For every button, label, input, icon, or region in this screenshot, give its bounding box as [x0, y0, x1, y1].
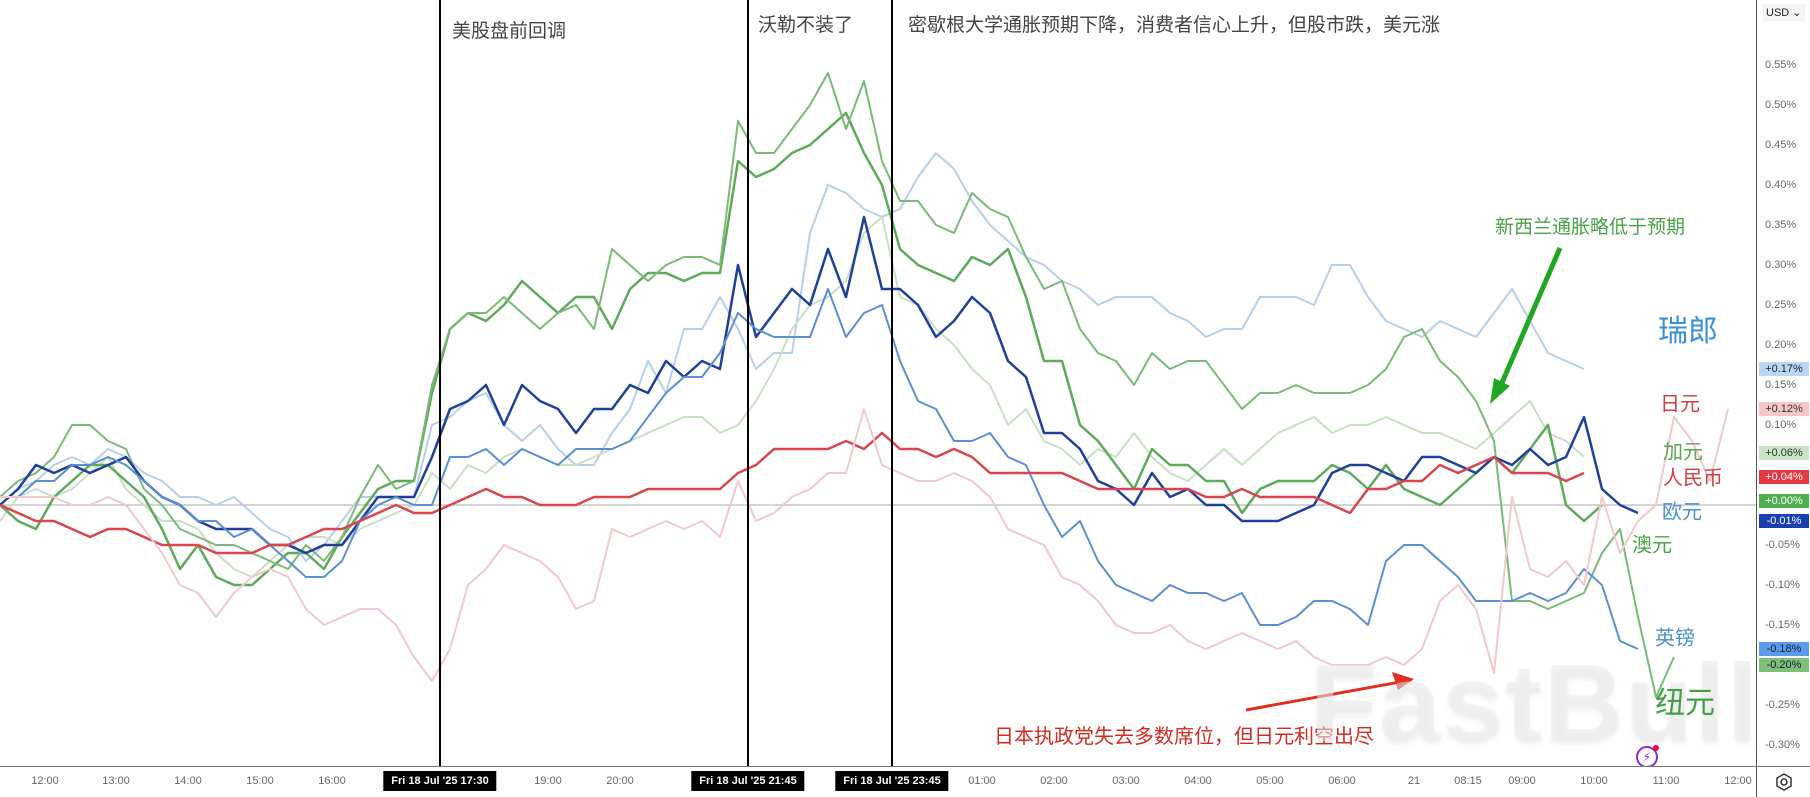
price-tick: 0.30% — [1765, 259, 1797, 271]
time-tick: 08:15 — [1454, 775, 1482, 787]
last-value-badge: +0.17% — [1759, 362, 1809, 376]
series-line[interactable] — [0, 288, 1639, 650]
time-tick: 03:00 — [1112, 775, 1140, 787]
last-value-badge: -0.18% — [1759, 642, 1809, 656]
currency-selector[interactable]: USD ⌄ — [1763, 4, 1805, 21]
nz-arrow-icon — [1490, 247, 1563, 404]
time-tick: 04:00 — [1184, 775, 1212, 787]
time-axis[interactable]: 12:00 13:00 14:00 15:00 16:00 19:00 20:00 01:00… — [0, 766, 1756, 797]
time-tick: 19:00 — [534, 775, 562, 787]
time-tick: 13:00 — [102, 775, 130, 787]
series-label: 瑞郎 — [1658, 315, 1718, 348]
series-label: 日元 — [1660, 393, 1700, 416]
annotation-nz-cpi: 新西兰通胀略低于预期 — [1495, 217, 1686, 238]
price-tick: 0.20% — [1765, 339, 1797, 351]
time-tick: 20:00 — [606, 775, 634, 787]
annotation-premarket: 美股盘前回调 — [452, 21, 567, 42]
crosshair-time-badge: Fri 18 Jul '25 17:30 — [383, 771, 497, 791]
series-line[interactable] — [0, 216, 1585, 578]
time-tick: 12:00 — [31, 775, 59, 787]
chart-plot-area[interactable]: 美股盘前回调 沃勒不装了 密歇根大学通胀预期下降，消费者信心上升，但股市跌，美元… — [0, 0, 1758, 768]
price-tick: 0.40% — [1765, 179, 1797, 191]
series-line[interactable] — [0, 111, 1603, 587]
series-label: 欧元 — [1662, 501, 1702, 524]
price-tick: 0.15% — [1765, 379, 1797, 391]
last-value-badge: +0.06% — [1759, 446, 1809, 460]
price-tick: -0.15% — [1765, 619, 1800, 631]
series-label: 加元 — [1663, 441, 1703, 464]
last-value-badge: +0.12% — [1759, 402, 1809, 416]
event-line-2345[interactable] — [891, 0, 893, 766]
time-tick: 01:00 — [968, 775, 996, 787]
last-value-badge: -0.01% — [1759, 514, 1809, 528]
series-line[interactable] — [0, 408, 1729, 682]
series-line[interactable] — [0, 72, 1675, 698]
time-tick: 12:00 — [1724, 775, 1752, 787]
price-tick: 0.10% — [1765, 419, 1797, 431]
crosshair-time-badge: Fri 18 Jul '25 21:45 — [691, 771, 805, 791]
time-tick: 05:00 — [1256, 775, 1284, 787]
time-tick: 14:00 — [174, 775, 202, 787]
price-tick: -0.10% — [1765, 579, 1800, 591]
price-tick: 0.50% — [1765, 99, 1797, 111]
crosshair-time-badge: Fri 18 Jul '25 23:45 — [835, 771, 949, 791]
annotation-japan: 日本执政党失去多数席位，但日元利空出尽 — [994, 726, 1374, 748]
price-tick: -0.30% — [1765, 739, 1800, 751]
time-tick: 21 — [1407, 775, 1421, 787]
price-tick: 0.35% — [1765, 219, 1797, 231]
lightning-icon[interactable]: ⚡ — [1636, 745, 1659, 768]
series-label: 人民币 — [1663, 467, 1723, 490]
series-label: 英镑 — [1655, 627, 1695, 650]
series-label: 纽元 — [1655, 687, 1715, 720]
last-value-badge: -0.20% — [1759, 658, 1809, 672]
fastbull-watermark: FastBull — [1310, 642, 1760, 765]
last-value-badge: +0.04% — [1759, 470, 1809, 484]
event-line-2145[interactable] — [747, 0, 749, 766]
price-tick: -0.25% — [1765, 699, 1800, 711]
event-line-1730[interactable] — [439, 0, 441, 766]
annotation-michigan: 密歇根大学通胀预期下降，消费者信心上升，但股市跌，美元涨 — [908, 15, 1441, 36]
series-lines — [0, 72, 1756, 712]
time-tick: 09:00 — [1508, 775, 1536, 787]
japan-arrow-icon — [1245, 672, 1414, 712]
last-value-badge: +0.00% — [1759, 494, 1809, 508]
price-tick: 0.25% — [1765, 299, 1797, 311]
series-line[interactable] — [0, 431, 1585, 555]
price-axis[interactable]: USD ⌄ 0.55% 0.50% 0.45% 0.40% 0.35% 0.30% 0.25… — [1756, 0, 1810, 766]
series-line[interactable] — [0, 152, 1585, 562]
settings-gear-icon[interactable] — [1756, 766, 1810, 797]
price-tick: 0.55% — [1765, 59, 1797, 71]
annotation-waller: 沃勒不装了 — [758, 15, 854, 36]
series-label: 澳元 — [1632, 534, 1672, 557]
time-tick: 11:00 — [1652, 775, 1680, 787]
price-tick: -0.05% — [1765, 539, 1800, 551]
price-tick: 0.45% — [1765, 139, 1797, 151]
series-line[interactable] — [0, 215, 1639, 555]
time-tick: 10:00 — [1580, 775, 1608, 787]
time-tick: 02:00 — [1040, 775, 1068, 787]
time-tick: 15:00 — [246, 775, 274, 787]
time-tick: 06:00 — [1328, 775, 1356, 787]
time-tick: 16:00 — [318, 775, 346, 787]
